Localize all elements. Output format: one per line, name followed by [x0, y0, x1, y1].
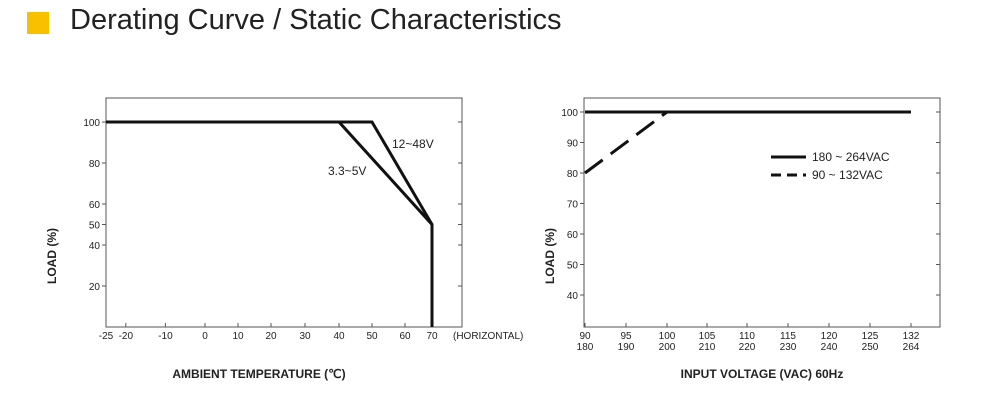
y-tick-label: 100: [561, 108, 578, 119]
legend-label: 180 ~ 264VAC: [812, 150, 890, 164]
x-tick-label-secondary: 230: [780, 342, 797, 353]
y-tick-label: 20: [89, 282, 101, 293]
x-tick-label: 0: [202, 331, 208, 342]
y-tick-label: 70: [567, 200, 579, 211]
x-tick-label: 20: [265, 331, 277, 342]
x-tick-label: 132: [903, 331, 920, 342]
legend-label: 90 ~ 132VAC: [812, 168, 883, 182]
x-tick-label: 115: [780, 331, 796, 342]
x-tick-label: 125: [862, 331, 879, 342]
x-tick-label-secondary: 210: [699, 342, 716, 353]
y-axis-title: LOAD (%): [543, 228, 557, 284]
y-tick-label: 80: [89, 159, 101, 170]
section-header: Derating Curve / Static Characteristics: [0, 0, 1000, 52]
x-tick-label: 105: [699, 331, 716, 342]
x-tick-label: 70: [426, 331, 438, 342]
x-tick-label: 10: [232, 331, 244, 342]
derating-curve-chart: 20 40 50 60 80 100 -25 -20 -10 0 10 20 30 40 50 60 70 (HO…: [45, 97, 523, 381]
x-tick-label: 50: [366, 331, 378, 342]
x-tick-label: 95: [620, 331, 632, 342]
y-tick-label: 50: [567, 261, 579, 272]
x-tick-label-secondary: 190: [618, 342, 635, 353]
y-tick-label: 40: [567, 291, 579, 302]
y-tick-label: 90: [567, 139, 579, 150]
y-tick-label: 60: [567, 230, 579, 241]
y-tick-label: 100: [83, 118, 100, 129]
x-extra-label: (HORIZONTAL): [453, 331, 523, 342]
y-tick-label: 40: [89, 241, 101, 252]
x-tick-label: 30: [299, 331, 311, 342]
x-tick-label: 60: [399, 331, 411, 342]
annotation-label: 3.3~5V: [328, 164, 366, 178]
x-tick-label: -25: [99, 331, 114, 342]
x-axis-title: AMBIENT TEMPERATURE (℃): [172, 367, 345, 381]
x-tick-label-secondary: 180: [577, 342, 594, 353]
y-axis-title: LOAD (%): [45, 228, 59, 284]
x-tick-label-secondary: 220: [739, 342, 756, 353]
x-tick-label: 120: [821, 331, 838, 342]
y-tick-label: 50: [89, 221, 101, 232]
x-tick-label: -10: [158, 331, 173, 342]
x-tick-label: 110: [739, 331, 755, 342]
section-title: Derating Curve / Static Characteristics: [70, 4, 562, 36]
plot-frame: [583, 97, 941, 328]
x-tick-label: 90: [579, 331, 591, 342]
x-tick-label: 100: [659, 331, 676, 342]
y-tick-label: 60: [89, 200, 101, 211]
section-marker: [27, 12, 49, 34]
x-axis-title: INPUT VOLTAGE (VAC) 60Hz: [681, 367, 844, 381]
x-tick-label-secondary: 264: [903, 342, 920, 353]
annotation-label: 12~48V: [392, 137, 434, 151]
plot-frame: [105, 97, 463, 328]
x-tick-label: 40: [333, 331, 345, 342]
x-tick-label-secondary: 200: [659, 342, 676, 353]
series-line: [584, 110, 668, 175]
x-tick-label-secondary: 250: [862, 342, 879, 353]
x-tick-label-secondary: 240: [821, 342, 838, 353]
series-line: [106, 120, 434, 327]
x-tick-label: -20: [119, 331, 134, 342]
y-tick-label: 80: [567, 169, 579, 180]
